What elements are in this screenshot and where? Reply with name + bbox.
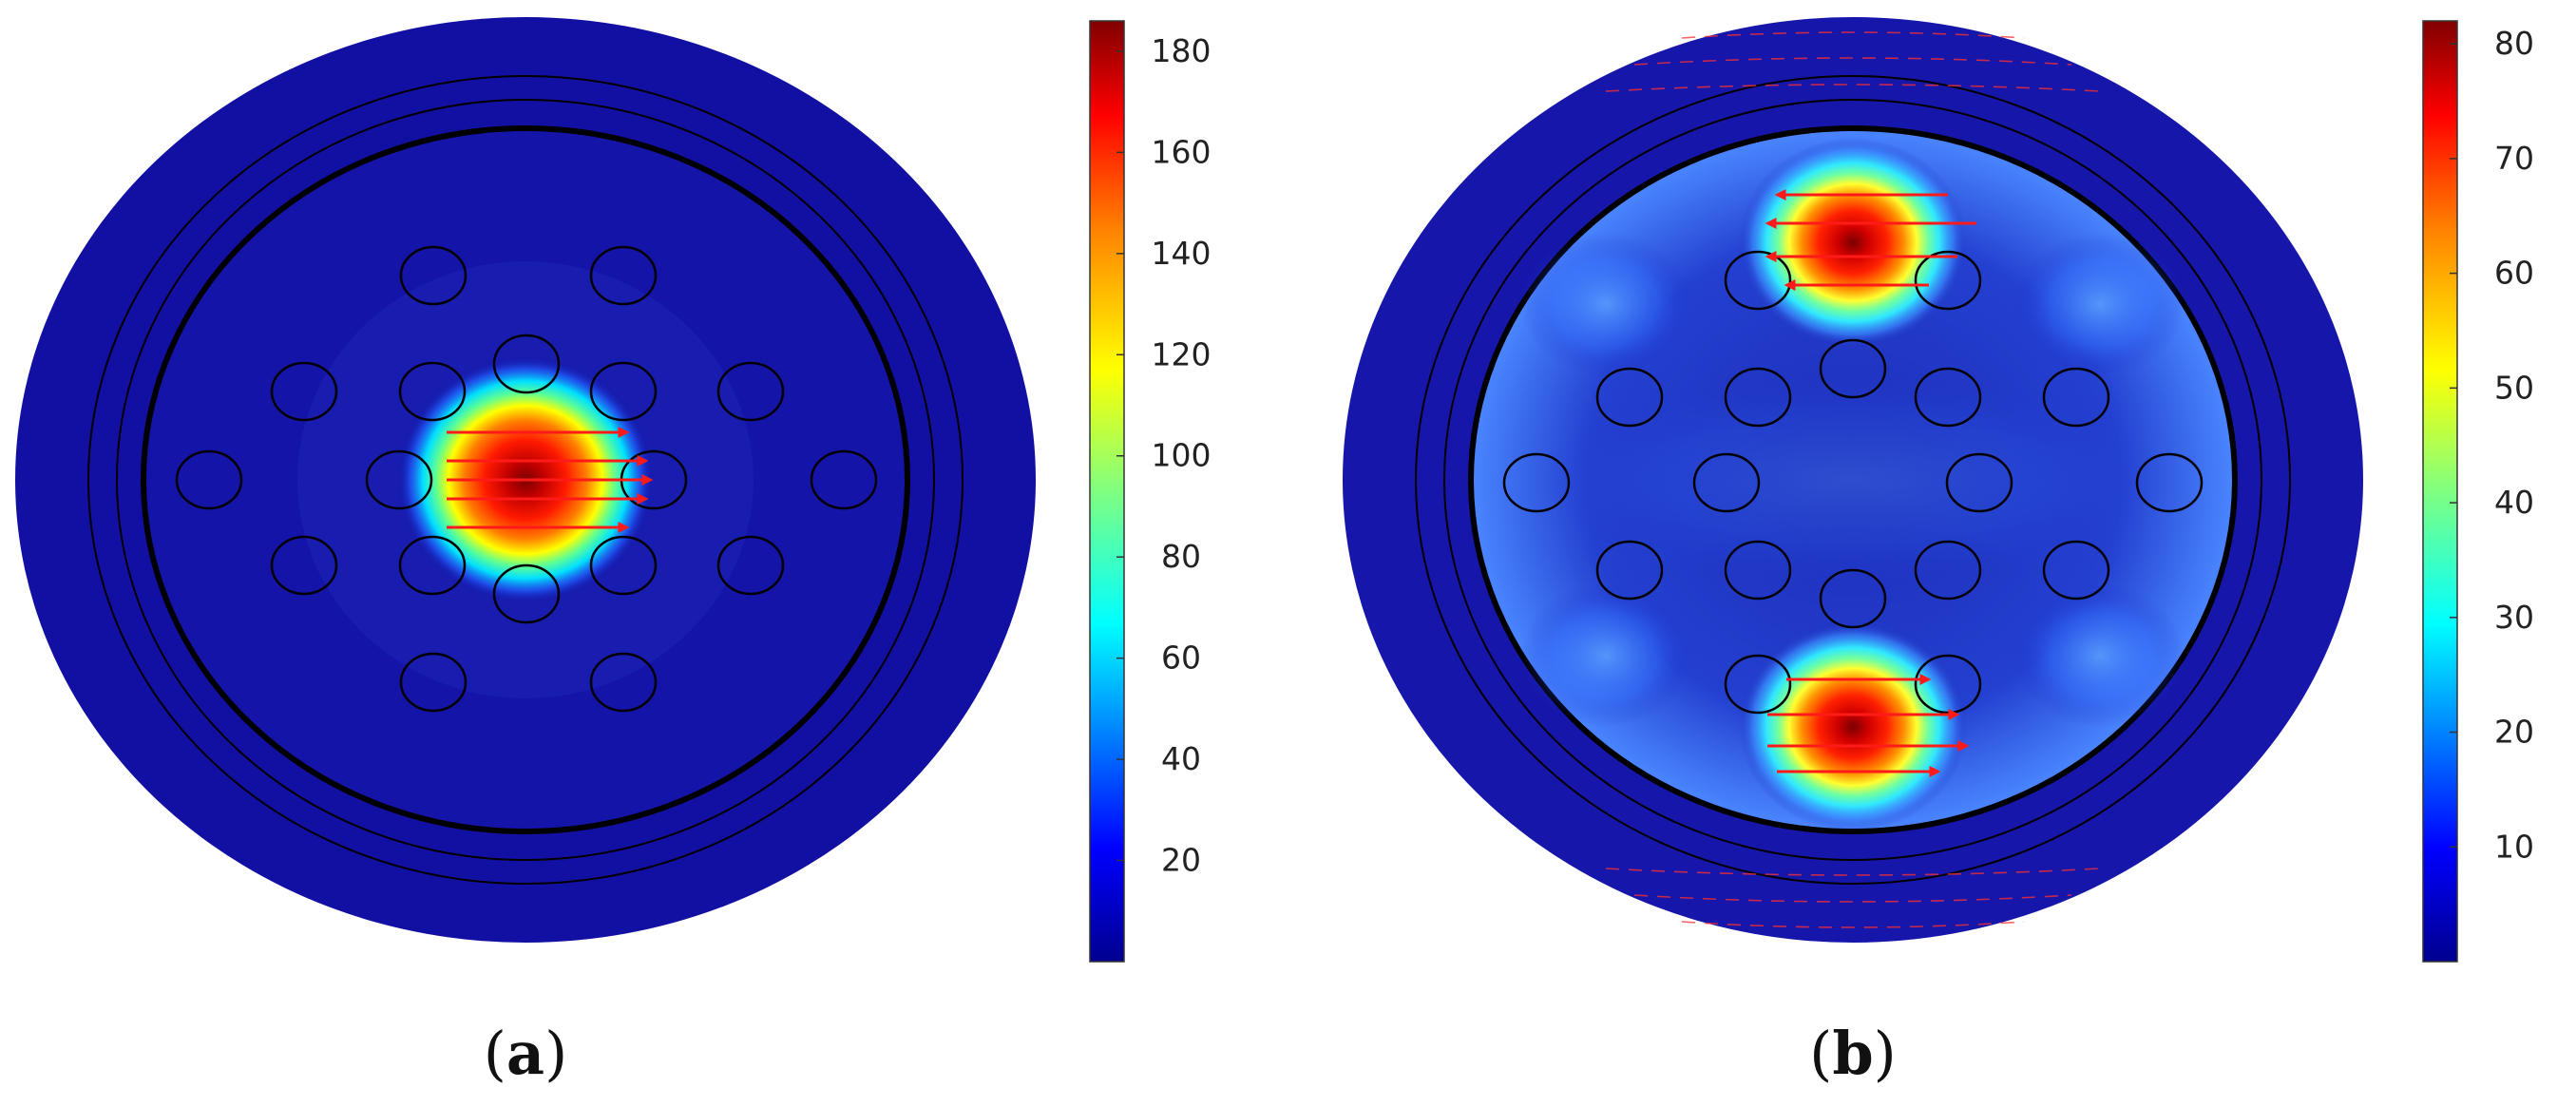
halo xyxy=(1520,584,1691,727)
panel-b xyxy=(1343,17,2363,943)
colorbar-tick-label: 40 xyxy=(1161,740,1201,777)
colorbar-a-ticks: 20 40 60 80 100 120 140 160 180 xyxy=(1116,32,1212,879)
air-hole xyxy=(1595,540,1664,601)
colorbar-tick-label: 180 xyxy=(1152,32,1212,69)
halo xyxy=(2014,233,2185,375)
air-hole xyxy=(716,361,785,422)
air-hole xyxy=(492,334,561,394)
air-hole xyxy=(2042,367,2110,428)
air-hole xyxy=(1819,338,1887,399)
field-arrows-bottom xyxy=(1767,674,1970,777)
fiber-ring-1 xyxy=(87,75,964,885)
air-hole xyxy=(1502,452,1571,513)
panel-a xyxy=(15,17,1036,943)
air-hole xyxy=(589,245,658,306)
halo xyxy=(1539,366,2166,594)
ring-arrow-row xyxy=(1633,894,2072,903)
fiber-ring-2-b xyxy=(1443,99,2262,861)
colorbar-tick-label: 20 xyxy=(1161,842,1201,879)
colorbar-tick-label: 80 xyxy=(1161,538,1201,575)
panel-label-a: (a) xyxy=(484,1019,568,1088)
air-hole xyxy=(716,535,785,596)
air-hole xyxy=(398,535,467,596)
air-hole xyxy=(399,245,467,306)
ring-arrows xyxy=(1605,31,2101,928)
air-hole xyxy=(365,449,433,510)
colorbar-tick-label: 120 xyxy=(1152,335,1212,372)
air-hole xyxy=(1914,540,1982,601)
air-hole xyxy=(589,535,658,596)
air-hole xyxy=(1819,568,1887,629)
colorbar-b-scale xyxy=(2422,20,2458,963)
air-hole xyxy=(589,652,658,713)
colorbar-b: 10 20 30 40 50 60 70 80 xyxy=(2422,20,2534,963)
field-arrows xyxy=(447,427,654,533)
fiber-ring-2 xyxy=(116,99,935,861)
air-hole xyxy=(1692,452,1761,513)
colorbar-tick-label: 100 xyxy=(1152,437,1212,474)
air-hole xyxy=(810,449,878,510)
air-hole xyxy=(1724,540,1792,601)
air-hole xyxy=(270,361,338,422)
air-hole xyxy=(1724,654,1792,715)
air-hole xyxy=(1914,367,1982,428)
halo xyxy=(1520,233,1691,375)
colorbar-tick-label: 50 xyxy=(2494,369,2534,406)
colorbar-tick-label: 80 xyxy=(2494,25,2534,62)
colorbar-a: 20 40 60 80 100 120 140 160 180 xyxy=(1089,20,1212,963)
ring-arrow-row xyxy=(1681,921,2025,928)
panel-label-a-letter: a xyxy=(506,1019,544,1088)
air-hole xyxy=(1724,367,1792,428)
colorbar-tick-label: 160 xyxy=(1152,133,1212,170)
air-hole xyxy=(1945,452,2013,513)
air-hole xyxy=(1595,367,1664,428)
air-hole xyxy=(2042,540,2110,601)
ring-arrow-row xyxy=(1681,31,2025,39)
air-hole xyxy=(1914,250,1982,311)
air-hole xyxy=(589,361,658,422)
colorbar-tick-label: 60 xyxy=(2494,255,2534,292)
colorbar-tick-label: 60 xyxy=(1161,639,1201,677)
fiber-ring-1-b xyxy=(1415,75,2291,885)
field-halos xyxy=(1520,233,2185,727)
air-hole xyxy=(175,449,243,510)
colorbar-tick-label: 20 xyxy=(2494,714,2534,751)
halo xyxy=(2014,584,2185,727)
panel-label-b: (b) xyxy=(1809,1019,1897,1088)
field-hot-spot-top xyxy=(1739,138,1967,347)
ring-arrow-row xyxy=(1633,57,2072,66)
colorbar-tick-label: 30 xyxy=(2494,599,2534,636)
air-hole xyxy=(398,361,467,422)
colorbar-b-ticks: 10 20 30 40 50 60 70 80 xyxy=(2450,25,2534,865)
panel-label-b-letter: b xyxy=(1832,1019,1873,1088)
colorbar-tick-label: 10 xyxy=(2494,828,2534,865)
air-hole xyxy=(492,563,561,624)
field-hot-spot-bottom xyxy=(1739,622,1967,831)
air-hole xyxy=(270,535,338,596)
colorbar-tick-label: 40 xyxy=(2494,484,2534,521)
colorbar-tick-label: 70 xyxy=(2494,140,2534,177)
colorbar-tick-label: 140 xyxy=(1152,235,1212,272)
air-hole xyxy=(1914,654,1982,715)
air-hole xyxy=(2135,452,2204,513)
field-arrows-top xyxy=(1765,189,1976,291)
colorbar-a-scale xyxy=(1089,20,1125,963)
air-hole xyxy=(399,652,467,713)
